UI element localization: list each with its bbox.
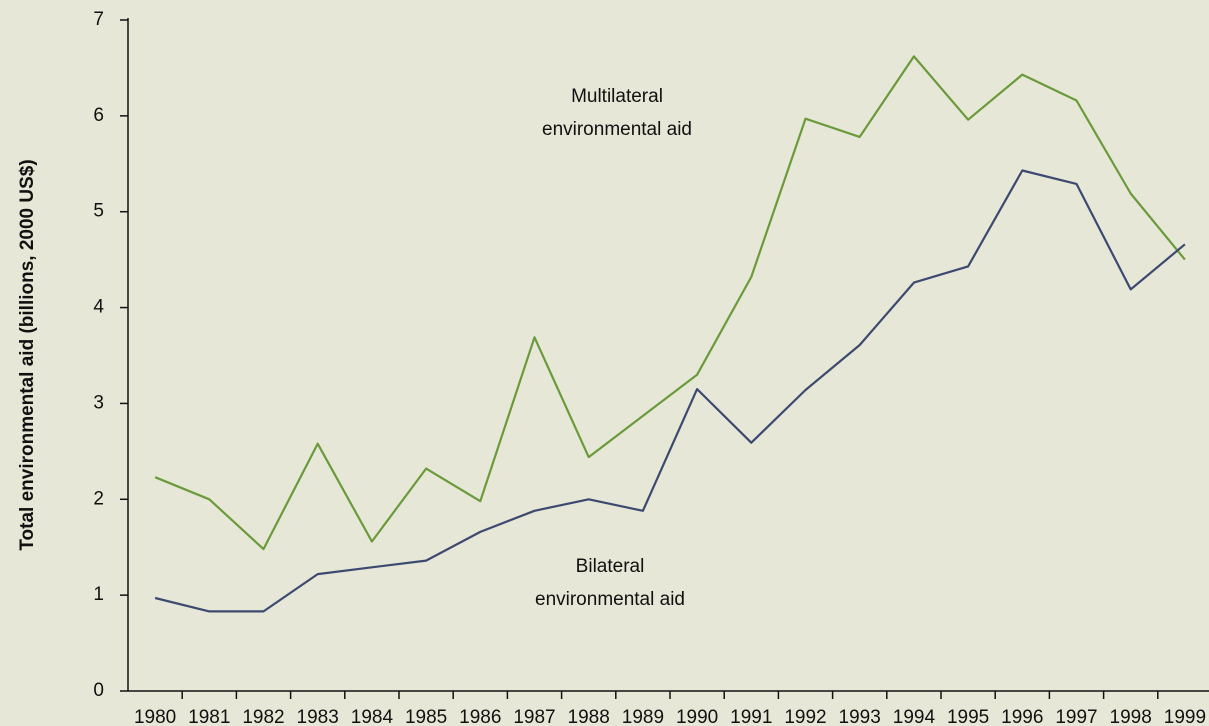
y-axis-label: Total environmental aid (billions, 2000 … [17,159,38,550]
x-tick-label: 1985 [405,707,447,726]
series-line [154,169,1186,613]
x-tick-label: 1996 [1001,707,1043,726]
x-tick-label: 1981 [188,707,230,726]
y-tick-label: 6 [93,105,104,126]
x-tick-label: 1989 [622,707,664,726]
x-tick-label: 1982 [242,707,284,726]
y-tick-label: 7 [93,9,104,30]
x-tick-label: 1987 [513,707,555,726]
series-label: Bilateral environmental aid [535,556,685,610]
x-tick-label: 1988 [568,707,610,726]
y-tick-label: 2 [93,488,104,509]
y-tick-label: 4 [93,297,104,318]
x-tick-label: 1998 [1110,707,1152,726]
x-tick-label: 1984 [351,707,394,726]
x-tick-label: 1986 [459,707,501,726]
x-tick-label: 1983 [297,707,339,726]
x-tick-label: 1990 [676,707,718,726]
x-tick-label: 1999 [1164,707,1206,726]
y-tick-label: 1 [93,584,104,605]
x-tick-label: 1994 [893,707,936,726]
x-tick-label: 1992 [784,707,826,726]
series-line [154,55,1186,551]
x-tick-label: 1980 [134,707,176,726]
y-tick-label: 5 [93,201,104,222]
x-tick-label: 1993 [839,707,881,726]
series-label: Multilateral environmental aid [542,86,692,140]
y-tick-label: 0 [93,680,104,701]
y-tick-label: 3 [93,392,104,413]
x-tick-label: 1995 [947,707,989,726]
x-tick-label: 1991 [730,707,772,726]
x-tick-label: 1997 [1055,707,1097,726]
